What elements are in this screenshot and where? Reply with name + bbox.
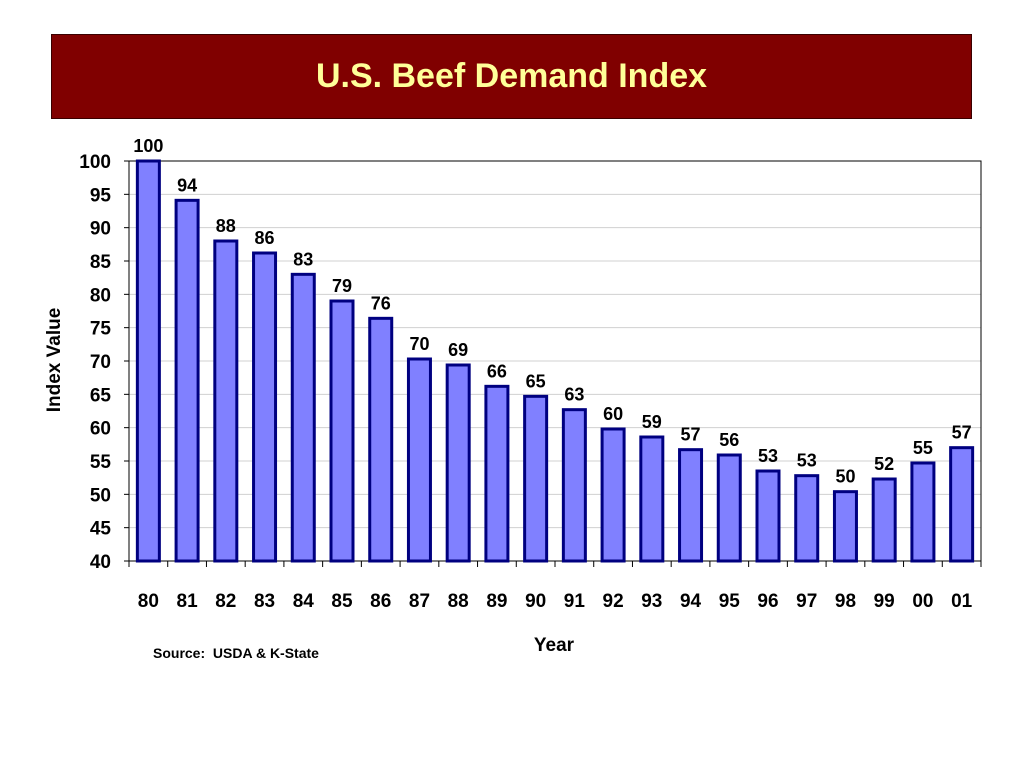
- bar-97: [794, 474, 820, 563]
- y-tick-label: 40: [90, 552, 111, 573]
- x-tick-label: 90: [525, 591, 546, 612]
- y-tick-label: 55: [90, 452, 112, 473]
- data-label: 70: [409, 334, 429, 354]
- bar-86: [368, 316, 394, 563]
- data-label: 69: [448, 340, 468, 360]
- bar-98: [832, 490, 858, 563]
- x-tick-label: 93: [641, 591, 662, 612]
- x-tick-label: 88: [448, 591, 469, 612]
- bar-84: [290, 272, 316, 563]
- y-tick-label: 70: [90, 352, 111, 373]
- bar-80: [135, 159, 161, 563]
- title-banner: U.S. Beef Demand Index: [51, 34, 972, 119]
- x-tick-label: 98: [835, 591, 856, 612]
- x-tick-label: 91: [564, 591, 586, 612]
- bar-94: [678, 448, 704, 563]
- bar-99: [871, 477, 897, 563]
- x-tick-label: 00: [912, 591, 933, 612]
- y-tick-label: 65: [90, 385, 112, 406]
- bar-00: [910, 461, 936, 563]
- bar-82: [213, 239, 239, 563]
- y-tick-label: 75: [90, 319, 112, 340]
- data-label: 63: [564, 385, 584, 405]
- x-tick-label: 80: [138, 591, 159, 612]
- bar-89: [484, 384, 510, 563]
- data-label: 50: [835, 467, 855, 487]
- y-axis-ticks: 40 45 50 55 60 65 70 75 80 85 90 95 100: [79, 152, 129, 573]
- x-tick-label: 85: [331, 591, 353, 612]
- bars: [135, 159, 975, 563]
- data-label: 59: [642, 412, 662, 432]
- data-label: 53: [797, 451, 817, 471]
- bar-96: [755, 469, 781, 563]
- x-tick-label: 86: [370, 591, 391, 612]
- bar-92: [600, 427, 626, 563]
- bar-01: [949, 446, 975, 563]
- x-tick-label: 87: [409, 591, 430, 612]
- x-tick-label: 84: [293, 591, 315, 612]
- bar-95: [716, 453, 742, 563]
- data-label: 57: [952, 423, 972, 443]
- y-tick-label: 80: [90, 285, 111, 306]
- data-label: 100: [133, 136, 163, 156]
- source-note: Source: USDA & K-State: [153, 645, 319, 661]
- data-label: 86: [255, 228, 275, 248]
- x-tick-label: 94: [680, 591, 702, 612]
- bar-91: [561, 408, 587, 563]
- value-labels: 100 94 88 86 83 79 76 70 69 66 65 63 60 59 57 56 53 53 50 5…: [133, 136, 971, 487]
- data-label: 60: [603, 404, 623, 424]
- x-tick-label: 97: [796, 591, 817, 612]
- data-label: 66: [487, 361, 507, 381]
- x-tick-label: 82: [215, 591, 236, 612]
- y-axis-label: Index Value: [44, 308, 65, 413]
- bar-93: [639, 435, 665, 563]
- x-tick-label: 89: [486, 591, 507, 612]
- x-axis-label: Year: [534, 635, 575, 656]
- bar-90: [523, 394, 549, 563]
- y-tick-label: 60: [90, 419, 111, 440]
- bar-88: [445, 363, 471, 563]
- y-tick-label: 45: [90, 519, 112, 540]
- bar-81: [174, 198, 200, 563]
- data-label: 94: [177, 175, 197, 195]
- chart-title: U.S. Beef Demand Index: [315, 57, 708, 95]
- x-tick-label: 01: [951, 591, 973, 612]
- data-label: 65: [526, 371, 546, 391]
- y-tick-label: 85: [90, 252, 112, 273]
- x-tick-label: 92: [603, 591, 624, 612]
- y-tick-label: 90: [90, 219, 111, 240]
- data-label: 79: [332, 276, 352, 296]
- data-label: 57: [681, 425, 701, 445]
- y-tick-label: 95: [90, 185, 112, 206]
- data-label: 52: [874, 454, 894, 474]
- x-tick-label: 99: [874, 591, 895, 612]
- data-label: 55: [913, 438, 933, 458]
- data-label: 88: [216, 216, 236, 236]
- bar-87: [406, 357, 432, 563]
- data-label: 83: [293, 249, 313, 269]
- y-tick-label: 50: [90, 485, 111, 506]
- bar-85: [329, 299, 355, 563]
- data-label: 53: [758, 446, 778, 466]
- x-tick-label: 96: [757, 591, 778, 612]
- bar-83: [252, 251, 278, 563]
- x-tick-label: 95: [719, 591, 741, 612]
- data-label: 76: [371, 293, 391, 313]
- x-tick-label: 83: [254, 591, 275, 612]
- data-label: 56: [719, 430, 739, 450]
- y-tick-label: 100: [79, 152, 111, 173]
- x-tick-label: 81: [177, 591, 199, 612]
- x-axis-ticks: 80 81 82 83 84 85 86 87 88 89 90 91 92 93 94 95 96 97 98 99…: [128, 561, 982, 612]
